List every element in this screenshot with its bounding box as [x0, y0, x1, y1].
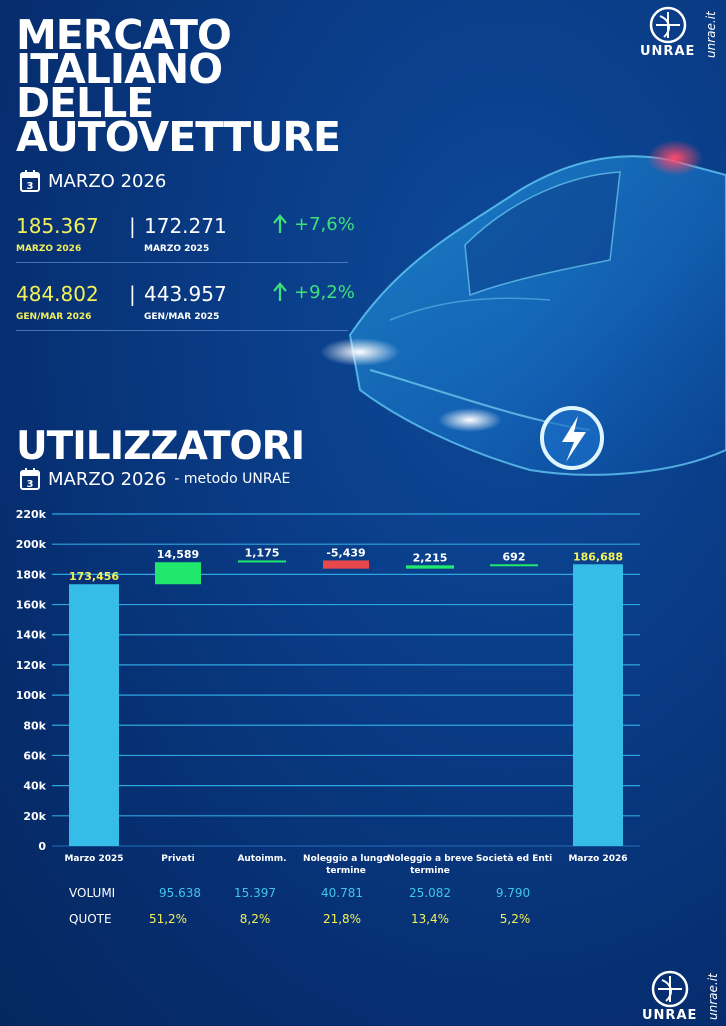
- arrow-up-icon: [273, 282, 287, 301]
- calendar-digit: 3: [27, 479, 34, 490]
- x-tick-label: Noleggio a lungo: [303, 854, 389, 864]
- title-line-1: MERCATO: [16, 11, 232, 59]
- quote-privati: 51,2%: [148, 912, 188, 926]
- title-line-2: ITALIANO: [16, 45, 223, 93]
- data-label: 173,456: [69, 570, 119, 583]
- waterfall-bar: [238, 560, 286, 563]
- volumi-societa-enti: 9.790: [495, 886, 531, 900]
- data-label: 2,215: [413, 551, 448, 564]
- waterfall-bar: [406, 565, 454, 569]
- table-volumi-label: VOLUMI: [69, 886, 116, 900]
- stat-current-month-label: MARZO 2026: [16, 244, 82, 254]
- volumi-noleggio-lungo: 40.781: [321, 886, 363, 900]
- stat-current-ytd: 484.802: [16, 282, 99, 306]
- divider-line-2: [16, 330, 348, 331]
- section-date: MARZO 2026: [48, 468, 167, 490]
- stat-previous-month: 172.271: [144, 214, 227, 238]
- calendar-digit: 3: [27, 181, 34, 192]
- quote-autoimm: 8,2%: [239, 912, 271, 926]
- y-tick-label: 0: [38, 840, 46, 853]
- waterfall-chart: 0 20k 40k 60k 80k 100k 120k 140k 160k 180k 200k 220…: [16, 508, 640, 876]
- data-label: -5,439: [326, 546, 365, 559]
- logo-text-top: UNRAE: [640, 44, 696, 59]
- y-tick-label: 120k: [16, 659, 47, 672]
- page-title: MERCATO ITALIANO DELLE AUTOVETTURE: [16, 11, 341, 161]
- unrae-logo-icon: [649, 6, 687, 44]
- headline-date-row: 3 MARZO 2026: [20, 170, 166, 192]
- x-tick-label: Marzo 2026: [568, 854, 627, 864]
- x-tick-label: Noleggio a breve: [387, 854, 473, 864]
- unrae-logo-icon: [651, 970, 689, 1008]
- section-title: UTILIZZATORI: [16, 424, 305, 469]
- x-tick-label: Autoimm.: [237, 854, 286, 864]
- calendar-icon: 3: [20, 170, 40, 192]
- section-date-suffix: - metodo UNRAE: [174, 471, 291, 487]
- stat-previous-ytd: 443.957: [144, 282, 227, 306]
- waterfall-bar: [573, 564, 623, 846]
- waterfall-bar: [69, 584, 119, 846]
- y-tick-label: 60k: [23, 749, 46, 762]
- stat-change-ytd: +9,2%: [294, 282, 355, 303]
- table-quote-label: QUOTE: [69, 912, 112, 926]
- y-tick-label: 180k: [16, 568, 47, 581]
- headline-date: MARZO 2026: [48, 170, 167, 192]
- y-tick-label: 40k: [23, 780, 46, 793]
- data-label: 692: [503, 550, 526, 563]
- y-tick-label: 140k: [16, 629, 47, 642]
- y-tick-label: 200k: [16, 538, 47, 551]
- stat-current-month: 185.367: [16, 214, 99, 238]
- waterfall-bar: [155, 562, 201, 585]
- quote-societa-enti: 5,2%: [499, 912, 531, 926]
- logo-text-bottom: UNRAE: [642, 1008, 698, 1023]
- data-label: 14,589: [157, 548, 199, 561]
- x-tick-label: termine: [326, 866, 366, 876]
- stat-previous-month-label: MARZO 2025: [144, 244, 210, 254]
- y-tick-label: 160k: [16, 599, 47, 612]
- calendar-icon: 3: [20, 468, 40, 490]
- stat-change-month: +7,6%: [294, 214, 355, 235]
- stat-previous-ytd-label: GEN/MAR 2025: [144, 312, 220, 322]
- quote-noleggio-breve: 13,4%: [410, 912, 450, 926]
- quote-noleggio-lungo: 21,8%: [322, 912, 362, 926]
- electric-car-illustration: [320, 140, 726, 476]
- divider-line-1: [16, 262, 348, 263]
- site-url-top: unrae.it: [704, 11, 718, 58]
- data-label: 1,175: [245, 546, 280, 559]
- waterfall-bar: [323, 560, 369, 569]
- waterfall-bar: [490, 564, 538, 567]
- y-tick-label: 80k: [23, 719, 46, 732]
- stat-current-ytd-label: GEN/MAR 2026: [16, 312, 92, 322]
- title-line-4: AUTOVETTURE: [16, 113, 341, 161]
- volumi-autoimm: 15.397: [234, 886, 276, 900]
- y-tick-label: 220k: [16, 508, 47, 521]
- section-date-row: 3 MARZO 2026 - metodo UNRAE: [20, 468, 290, 490]
- title-line-3: DELLE: [16, 79, 154, 127]
- arrow-up-icon: [273, 214, 287, 233]
- stat-separator-1: |: [129, 214, 136, 238]
- x-tick-label: Marzo 2025: [64, 854, 123, 864]
- x-tick-label: Società ed Enti: [476, 854, 552, 864]
- x-tick-label: termine: [410, 866, 450, 876]
- data-label: 186,688: [573, 550, 623, 563]
- volumi-privati: 95.638: [159, 886, 201, 900]
- stat-separator-2: |: [129, 282, 136, 306]
- site-url-bottom: unrae.it: [706, 973, 720, 1020]
- x-tick-label: Privati: [161, 854, 194, 864]
- y-tick-label: 20k: [23, 810, 46, 823]
- volumi-noleggio-breve: 25.082: [409, 886, 451, 900]
- y-tick-label: 100k: [16, 689, 47, 702]
